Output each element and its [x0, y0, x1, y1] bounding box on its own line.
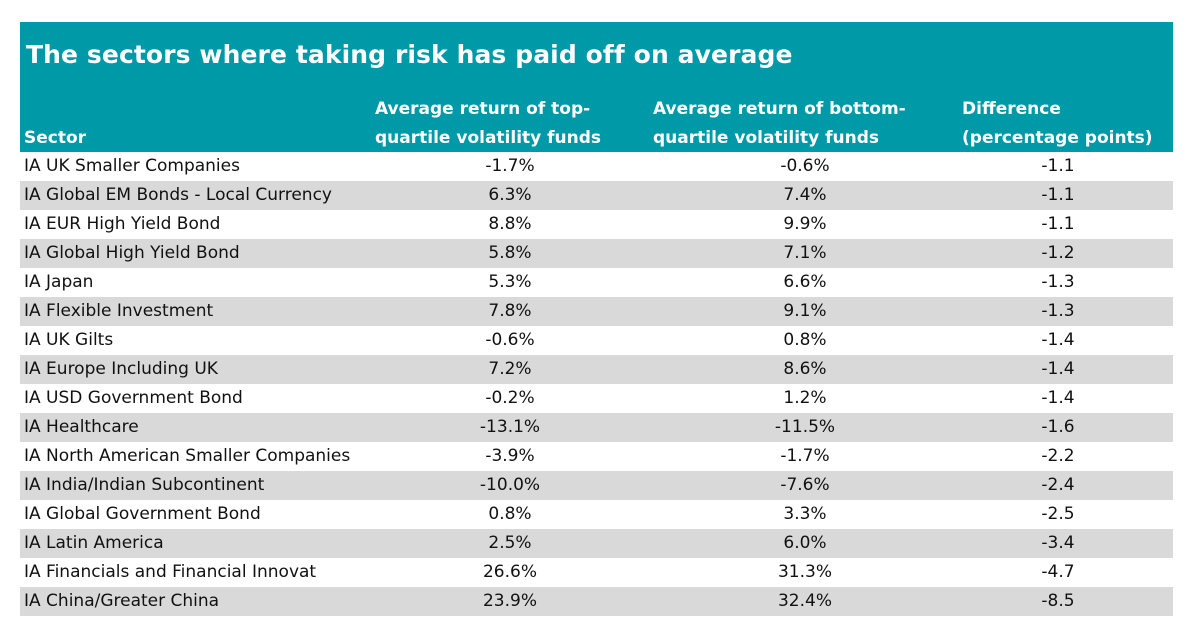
cell-sector: IA USD Government Bond: [24, 388, 243, 408]
cell-sector: IA Latin America: [24, 533, 164, 553]
cell-bottom-return: 3.3%: [783, 504, 827, 524]
cell-sector: IA Europe Including UK: [24, 359, 218, 379]
table-row: IA Financials and Financial Innovat 26.6%…: [20, 558, 1173, 587]
cell-difference: -1.2: [1041, 243, 1075, 263]
cell-difference: -2.5: [1041, 504, 1075, 524]
header-top-line2: quartile volatility funds: [375, 128, 602, 148]
table-row: IA Global Government Bond 0.8% 3.3% -2.5: [20, 500, 1173, 529]
cell-bottom-return: 1.2%: [783, 388, 827, 408]
cell-sector: IA Global High Yield Bond: [24, 243, 240, 263]
table-row: IA EUR High Yield Bond 8.8% 9.9% -1.1: [20, 210, 1173, 239]
cell-bottom-return: -0.6%: [780, 156, 830, 176]
header-sector: Sector: [24, 128, 87, 148]
cell-top-return: -0.6%: [485, 330, 535, 350]
cell-bottom-return: 32.4%: [777, 591, 832, 611]
header-diff-line2: (percentage points): [962, 128, 1153, 148]
cell-top-return: -0.2%: [485, 388, 535, 408]
table-row: IA Healthcare -13.1% -11.5% -1.6: [20, 413, 1173, 442]
header-difference: Difference (percentage points): [962, 95, 1172, 153]
cell-sector: IA North American Smaller Companies: [24, 446, 351, 466]
cell-bottom-return: 8.6%: [783, 359, 827, 379]
cell-sector: IA China/Greater China: [24, 591, 220, 611]
cell-sector: IA Global Government Bond: [24, 504, 261, 524]
table-header: The sectors where taking risk has paid o…: [20, 22, 1173, 152]
table-title: The sectors where taking risk has paid o…: [26, 40, 793, 69]
header-bottom-quartile: Average return of bottom- quartile volat…: [653, 95, 943, 153]
header-top-quartile: Average return of top- quartile volatili…: [375, 95, 645, 153]
cell-difference: -1.1: [1041, 156, 1075, 176]
table-row: IA USD Government Bond -0.2% 1.2% -1.4: [20, 384, 1173, 413]
cell-sector: IA UK Smaller Companies: [24, 156, 240, 176]
header-diff-line1: Difference: [962, 99, 1061, 119]
cell-difference: -1.3: [1041, 301, 1075, 321]
cell-difference: -1.4: [1041, 330, 1075, 350]
cell-sector: IA India/Indian Subcontinent: [24, 475, 265, 495]
cell-sector: IA Financials and Financial Innovat: [24, 562, 317, 582]
table-row: IA China/Greater China 23.9% 32.4% -8.5: [20, 587, 1173, 616]
cell-bottom-return: 7.1%: [783, 243, 827, 263]
cell-top-return: 5.8%: [488, 243, 532, 263]
cell-top-return: -3.9%: [485, 446, 535, 466]
cell-top-return: 26.6%: [482, 562, 537, 582]
cell-difference: -4.7: [1041, 562, 1075, 582]
cell-bottom-return: 6.6%: [783, 272, 827, 292]
table-row: IA Latin America 2.5% 6.0% -3.4: [20, 529, 1173, 558]
cell-difference: -1.1: [1041, 214, 1075, 234]
cell-sector: IA Healthcare: [24, 417, 139, 437]
cell-bottom-return: -1.7%: [780, 446, 830, 466]
cell-sector: IA Japan: [24, 272, 94, 292]
table-row: IA Japan 5.3% 6.6% -1.3: [20, 268, 1173, 297]
table-row: IA Global High Yield Bond 5.8% 7.1% -1.2: [20, 239, 1173, 268]
cell-top-return: 2.5%: [488, 533, 532, 553]
table-row: IA Global EM Bonds - Local Currency 6.3% 7…: [20, 181, 1173, 210]
cell-bottom-return: 0.8%: [783, 330, 827, 350]
cell-difference: -2.2: [1041, 446, 1075, 466]
cell-sector: IA Flexible Investment: [24, 301, 214, 321]
cell-difference: -1.4: [1041, 359, 1075, 379]
cell-difference: -1.4: [1041, 388, 1075, 408]
header-bottom-line1: Average return of bottom-: [653, 99, 906, 119]
table-row: IA North American Smaller Companies -3.9%…: [20, 442, 1173, 471]
table-container: The sectors where taking risk has paid o…: [20, 22, 1173, 616]
cell-bottom-return: 9.9%: [783, 214, 827, 234]
cell-bottom-return: 6.0%: [783, 533, 827, 553]
cell-bottom-return: 31.3%: [777, 562, 832, 582]
cell-sector: IA Global EM Bonds - Local Currency: [24, 185, 332, 205]
cell-top-return: 6.3%: [488, 185, 532, 205]
cell-top-return: 7.2%: [488, 359, 532, 379]
cell-sector: IA UK Gilts: [24, 330, 114, 350]
cell-top-return: 0.8%: [488, 504, 532, 524]
cell-difference: -3.4: [1041, 533, 1075, 553]
table-body: IA UK Smaller Companies -1.7% -0.6% -1.1 IA …: [20, 152, 1173, 616]
cell-difference: -1.1: [1041, 185, 1075, 205]
cell-bottom-return: 9.1%: [783, 301, 827, 321]
cell-top-return: 23.9%: [482, 591, 537, 611]
cell-top-return: 5.3%: [488, 272, 532, 292]
cell-top-return: 8.8%: [488, 214, 532, 234]
cell-sector: IA EUR High Yield Bond: [24, 214, 221, 234]
cell-difference: -1.6: [1041, 417, 1075, 437]
table-row: IA Flexible Investment 7.8% 9.1% -1.3: [20, 297, 1173, 326]
cell-bottom-return: 7.4%: [783, 185, 827, 205]
cell-bottom-return: -7.6%: [780, 475, 830, 495]
cell-difference: -1.3: [1041, 272, 1075, 292]
header-top-line1: Average return of top-: [375, 99, 591, 119]
cell-top-return: -1.7%: [485, 156, 535, 176]
table-row: IA Europe Including UK 7.2% 8.6% -1.4: [20, 355, 1173, 384]
cell-difference: -2.4: [1041, 475, 1075, 495]
cell-top-return: -10.0%: [479, 475, 541, 495]
table-row: IA UK Gilts -0.6% 0.8% -1.4: [20, 326, 1173, 355]
cell-bottom-return: -11.5%: [774, 417, 836, 437]
cell-top-return: -13.1%: [479, 417, 541, 437]
cell-top-return: 7.8%: [488, 301, 532, 321]
table-row: IA India/Indian Subcontinent -10.0% -7.6% -…: [20, 471, 1173, 500]
cell-difference: -8.5: [1041, 591, 1075, 611]
header-bottom-line2: quartile volatility funds: [653, 128, 880, 148]
table-row: IA UK Smaller Companies -1.7% -0.6% -1.1: [20, 152, 1173, 181]
